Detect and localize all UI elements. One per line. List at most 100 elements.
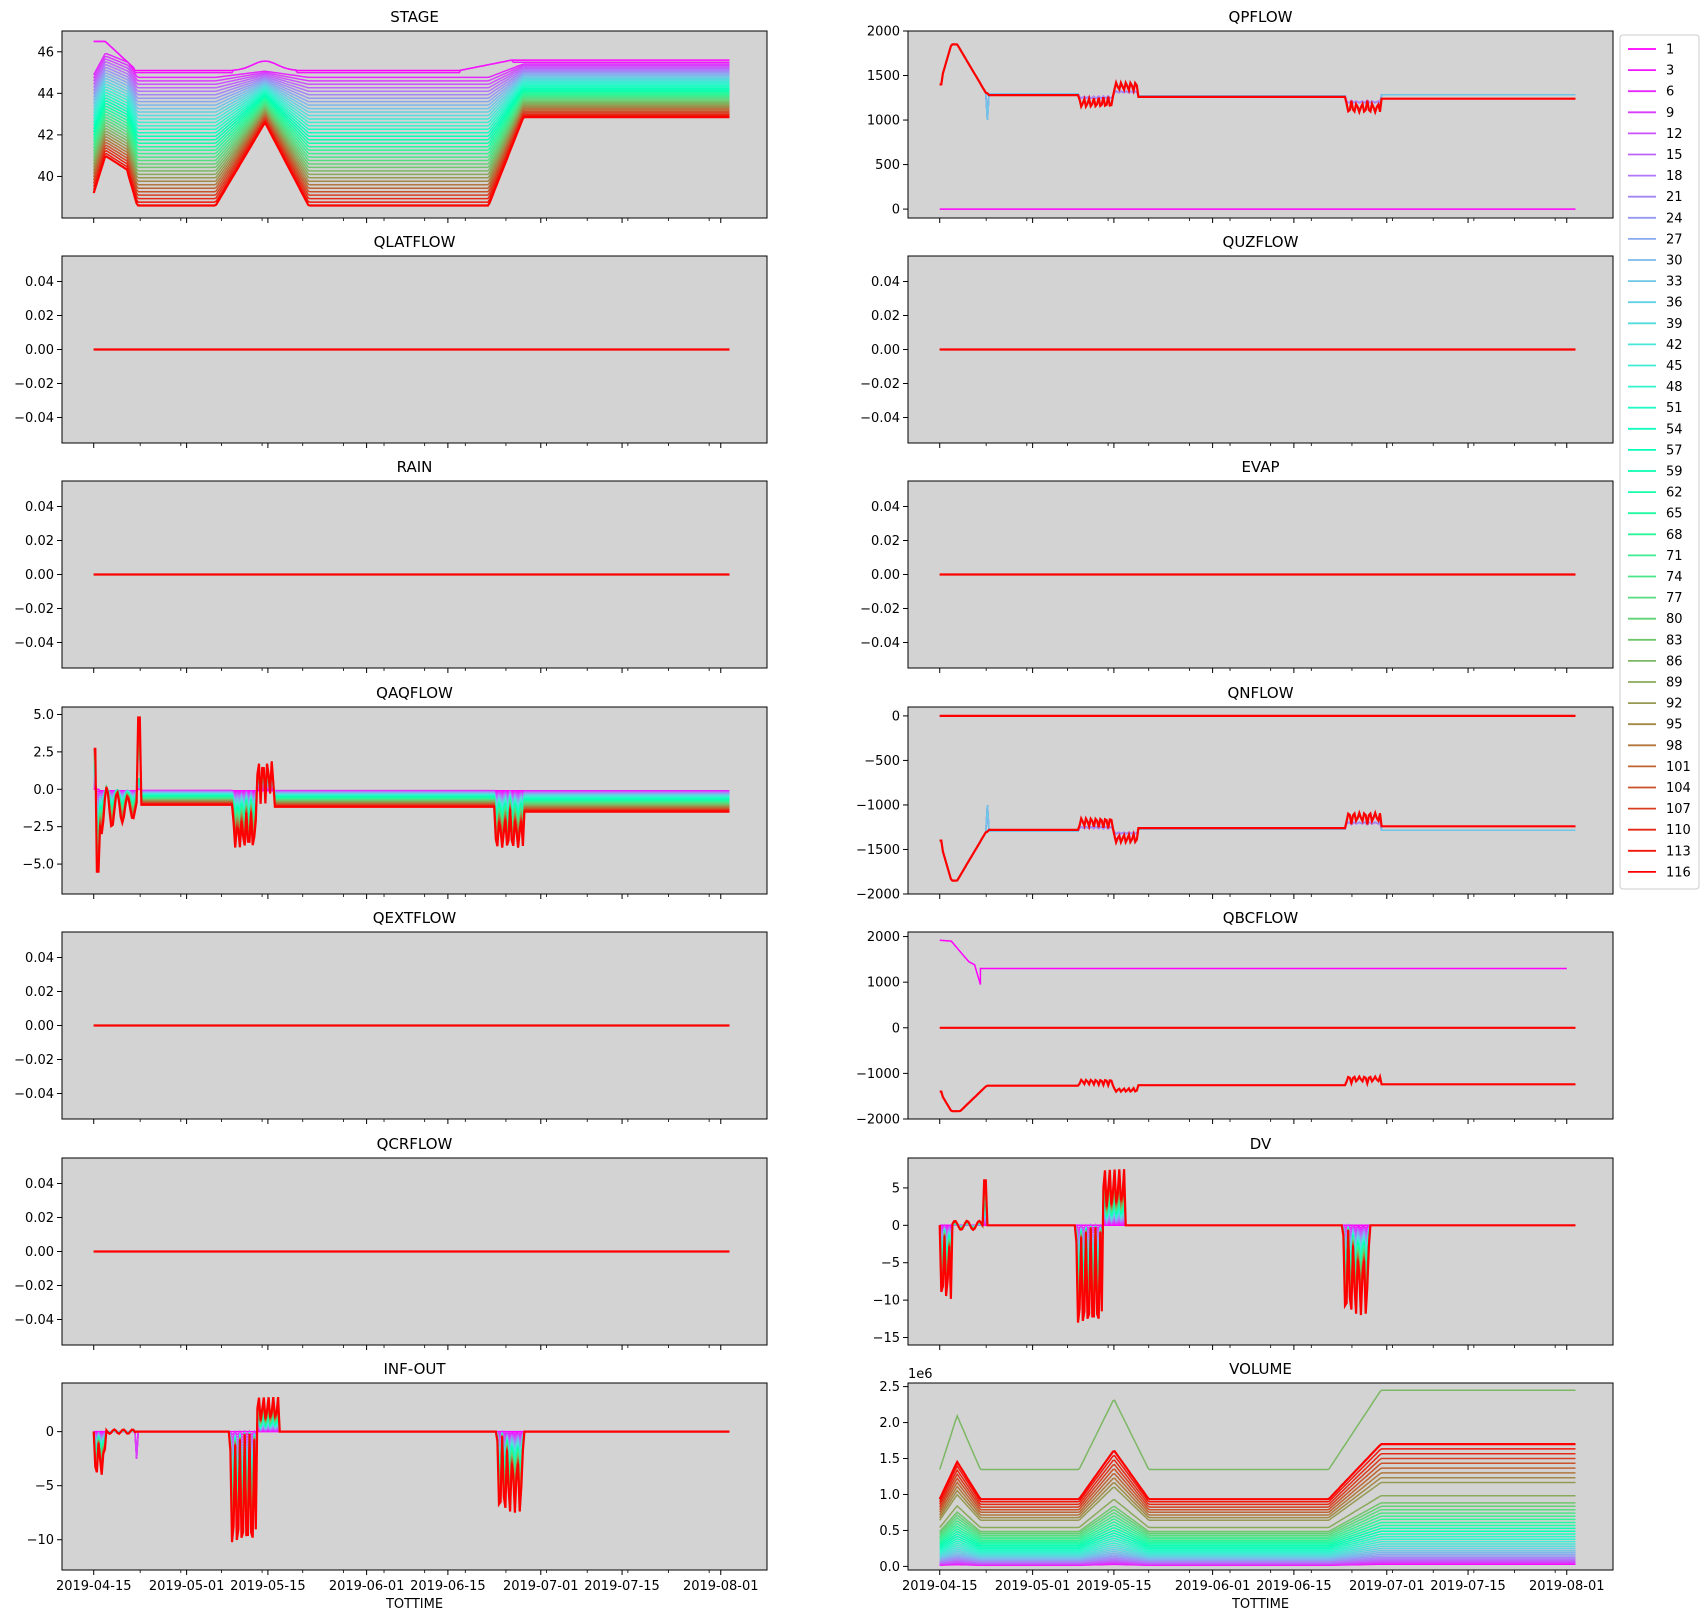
legend-label-18: 18 bbox=[1666, 169, 1683, 184]
y-tick-label: 0.04 bbox=[871, 500, 900, 515]
y-tick-label: 2000 bbox=[867, 25, 900, 40]
y-tick-label: 42 bbox=[37, 128, 54, 143]
legend-label-89: 89 bbox=[1666, 676, 1683, 691]
series-line-24 bbox=[939, 1555, 1576, 1562]
panel-title: QPFLOW bbox=[1229, 8, 1293, 26]
axes-background bbox=[907, 30, 1614, 219]
series-line-1 bbox=[939, 939, 1567, 985]
y-tick-label: −0.04 bbox=[14, 1087, 54, 1102]
y-tick-label: 40 bbox=[37, 170, 54, 185]
y-tick-label: −0.04 bbox=[860, 411, 900, 426]
series-line-18 bbox=[939, 1558, 1576, 1564]
series-line-68 bbox=[939, 1518, 1576, 1542]
y-tick-label: 5 bbox=[892, 1181, 900, 1196]
series-line-104 bbox=[92, 110, 730, 193]
legend-label-59: 59 bbox=[1666, 465, 1683, 480]
series-line-39 bbox=[939, 1545, 1576, 1557]
y-tick-label: 1000 bbox=[867, 114, 900, 129]
x-tick-label: 2019-07-01 bbox=[1349, 1579, 1425, 1594]
y-tick-label: −0.04 bbox=[14, 411, 54, 426]
series-line-101 bbox=[939, 1467, 1576, 1514]
series-line-86 bbox=[92, 102, 730, 172]
series-line-48 bbox=[939, 1538, 1576, 1553]
legend-label-48: 48 bbox=[1666, 380, 1683, 395]
series-line-71 bbox=[92, 94, 730, 155]
x-tick-label: 2019-08-01 bbox=[1529, 1579, 1605, 1594]
x-tick-label: 2019-06-15 bbox=[410, 1579, 486, 1594]
legend-label-57: 57 bbox=[1666, 443, 1683, 458]
series-line-95 bbox=[92, 106, 730, 183]
series-line-36 bbox=[939, 1547, 1576, 1558]
x-tick-label: 2019-05-15 bbox=[230, 1579, 306, 1594]
y-tick-label: −2.5 bbox=[22, 820, 54, 835]
series-line-116 bbox=[939, 809, 1576, 882]
panel-evap: EVAP −0.04 −0.02 0.00 0.02 0.04 bbox=[860, 458, 1614, 673]
series-line-65 bbox=[93, 92, 730, 148]
series-line-30 bbox=[93, 74, 730, 106]
series-line-74 bbox=[939, 1512, 1576, 1538]
series-line-51 bbox=[93, 84, 730, 131]
series-line-116 bbox=[939, 1072, 1576, 1113]
x-tick-label: 2019-08-01 bbox=[683, 1579, 759, 1594]
series-line-104 bbox=[939, 1462, 1576, 1511]
series-line-116 bbox=[939, 43, 1576, 116]
y-tick-label: −0.02 bbox=[860, 377, 900, 392]
axes-background bbox=[61, 30, 768, 219]
legend-label-51: 51 bbox=[1666, 401, 1683, 416]
series-line-1 bbox=[93, 40, 730, 72]
series-line-83 bbox=[92, 100, 730, 169]
y-tick-label: −0.04 bbox=[14, 1313, 54, 1328]
panel-title: QEXTFLOW bbox=[373, 909, 457, 927]
legend-label-116: 116 bbox=[1666, 865, 1691, 880]
series-group bbox=[938, 1389, 1576, 1566]
panel-title: INF-OUT bbox=[383, 1360, 446, 1378]
legend-label-15: 15 bbox=[1666, 148, 1683, 163]
legend-label-33: 33 bbox=[1666, 275, 1683, 290]
legend-frame bbox=[1619, 34, 1700, 890]
series-line-21 bbox=[93, 66, 730, 96]
panel-qpflow: QPFLOW 0 500 1000 1500 2000 bbox=[867, 8, 1614, 223]
legend-label-27: 27 bbox=[1666, 232, 1683, 247]
series-line-33 bbox=[939, 1549, 1576, 1559]
series-line-116 bbox=[92, 116, 730, 207]
series-line-116 bbox=[92, 1396, 730, 1543]
legend-label-1: 1 bbox=[1666, 43, 1674, 58]
series-line-68 bbox=[92, 93, 730, 151]
series-line-27 bbox=[93, 72, 730, 103]
series-line-95 bbox=[939, 1476, 1576, 1519]
legend-label-21: 21 bbox=[1666, 190, 1683, 205]
panel-qaqflow: QAQFLOW −5.0 −2.5 0.0 2.5 5.0 bbox=[22, 684, 768, 899]
y-tick-label: −1500 bbox=[856, 843, 900, 858]
legend-label-86: 86 bbox=[1666, 654, 1683, 669]
legend-label-74: 74 bbox=[1666, 570, 1683, 585]
panel-title: VOLUME bbox=[1229, 1360, 1292, 1378]
y-tick-label: −0.02 bbox=[860, 602, 900, 617]
legend-label-98: 98 bbox=[1666, 739, 1683, 754]
y-tick-label: 0.02 bbox=[871, 534, 900, 549]
series-line-57 bbox=[939, 1530, 1576, 1548]
x-axis-label: TOTTIME bbox=[1231, 1597, 1289, 1612]
y-tick-label: −2000 bbox=[856, 888, 900, 903]
legend-label-65: 65 bbox=[1666, 507, 1683, 522]
legend-label-36: 36 bbox=[1666, 296, 1683, 311]
y-tick-label: 2.5 bbox=[879, 1380, 900, 1395]
y-tick-label: 0.00 bbox=[871, 568, 900, 583]
series-line-27 bbox=[939, 1553, 1576, 1561]
series-line-83 bbox=[939, 1502, 1576, 1533]
y-tick-label: 44 bbox=[37, 87, 54, 102]
panel-inf-out: INF-OUT −10 −5 0 2019-04-15 2019-05-01 2019-05… bbox=[27, 1360, 768, 1612]
legend-label-101: 101 bbox=[1666, 760, 1691, 775]
series-line-54 bbox=[93, 86, 730, 134]
legend-label-6: 6 bbox=[1666, 85, 1674, 100]
panel-rain: RAIN −0.04 −0.02 0.00 0.02 0.04 bbox=[14, 458, 768, 673]
series-line-12 bbox=[93, 58, 730, 86]
series-line-107 bbox=[92, 112, 730, 196]
series-line-3 bbox=[93, 40, 730, 74]
series-line-18 bbox=[93, 63, 730, 93]
series-line-45 bbox=[939, 1540, 1576, 1554]
series-line-15 bbox=[93, 61, 730, 89]
series-line-92 bbox=[939, 1481, 1576, 1522]
series-line-51 bbox=[939, 1535, 1576, 1551]
x-tick-label: 2019-06-01 bbox=[329, 1579, 405, 1594]
